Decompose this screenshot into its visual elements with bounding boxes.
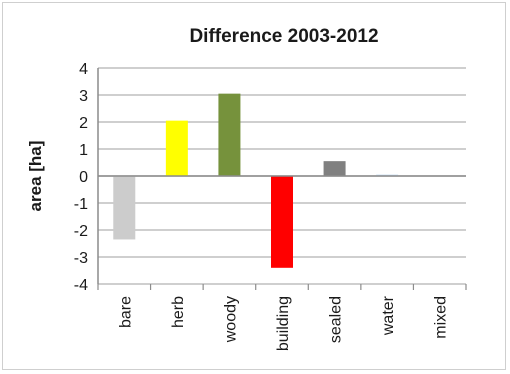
y-tick-label: -4	[74, 277, 88, 294]
x-category-label: water	[380, 295, 397, 336]
y-tick-labels: 4 3 2 1 0 -1 -2 -3 -4	[74, 61, 88, 294]
bar-building	[271, 176, 293, 268]
y-tick-label: 4	[79, 61, 88, 78]
bars	[113, 93, 399, 268]
y-tick-label: 3	[79, 88, 88, 105]
y-tick-label: -2	[74, 223, 88, 240]
chart-title: Difference 2003-2012	[189, 26, 378, 47]
x-category-label: sealed	[328, 296, 345, 343]
y-tick-label: 1	[79, 142, 88, 159]
bar-herb	[165, 120, 188, 176]
chart-frame	[2, 2, 506, 370]
y-tick-label: -3	[74, 250, 88, 267]
x-category-label: bare	[117, 296, 134, 328]
x-category-labels: bare herb woody building sealed water mixed	[117, 295, 449, 351]
axes	[97, 68, 467, 290]
x-category-label: woody	[222, 296, 239, 343]
y-tick-label: -1	[74, 196, 88, 213]
x-category-label: building	[275, 296, 292, 351]
y-tick-label: 0	[79, 169, 88, 186]
x-category-label: mixed	[433, 296, 450, 339]
y-axis-label: area [ha]	[26, 141, 45, 212]
x-category-label: herb	[170, 296, 187, 328]
bar-woody	[218, 93, 241, 176]
bar-sealed	[323, 161, 346, 176]
bar-bare	[113, 176, 136, 240]
y-tick-label: 2	[79, 115, 88, 132]
